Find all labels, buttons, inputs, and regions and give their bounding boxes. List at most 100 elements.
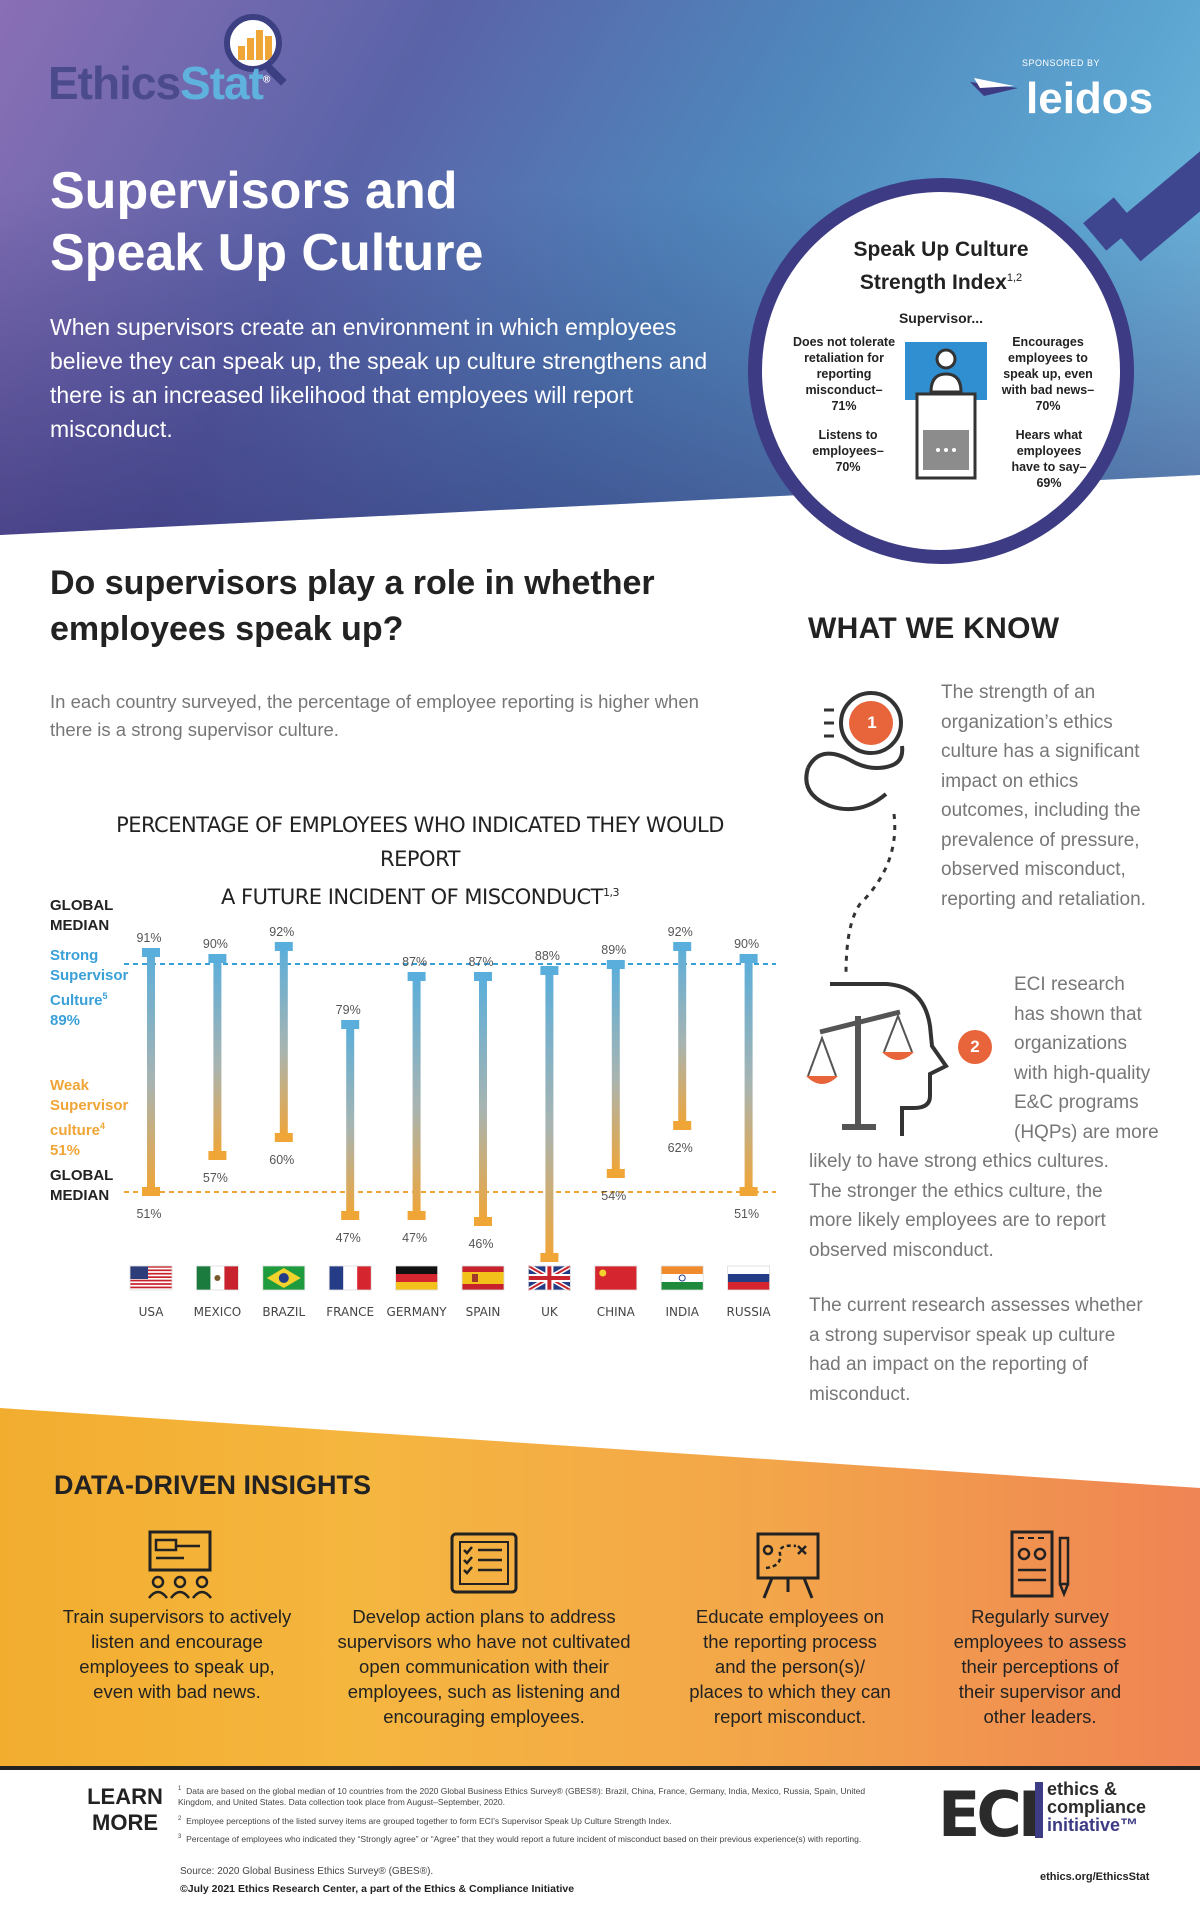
flag-part xyxy=(661,1282,704,1290)
footnote-number: 1 xyxy=(178,1786,182,1792)
wwk-line: had an impact on the reporting of xyxy=(809,1354,1088,1375)
weak-legend-line: Supervisor xyxy=(50,1097,129,1114)
cap-weak-brazil xyxy=(274,1133,293,1142)
insight-line: report misconduct. xyxy=(713,1706,867,1727)
cap-strong-uk xyxy=(540,966,559,975)
flag-part xyxy=(130,1266,148,1279)
cap-strong-germany xyxy=(407,972,426,981)
country-label: GERMANY xyxy=(387,1305,448,1319)
insight-line: Develop action plans to address xyxy=(352,1606,616,1627)
flag-part xyxy=(224,1266,239,1290)
global-median-label-line: GLOBAL xyxy=(50,897,114,914)
flag-part xyxy=(727,1282,770,1290)
range-bar-uk xyxy=(545,970,554,1258)
index-item-line: speak up, even xyxy=(1003,367,1093,381)
index-item-line: employees– xyxy=(812,444,884,458)
footnote-3: 3 Percentage of employees who indicated … xyxy=(178,1832,898,1845)
insights-title: DATA-DRIVEN INSIGHTS xyxy=(54,1470,371,1500)
range-bar-brazil xyxy=(279,946,288,1138)
country-label: SPAIN xyxy=(466,1305,501,1319)
flag-part xyxy=(660,1265,704,1291)
index-item-line: retaliation for xyxy=(804,351,884,365)
flag-part xyxy=(395,1274,438,1282)
insight-line: their perceptions of xyxy=(961,1656,1119,1677)
value-label-strong: 79% xyxy=(336,1003,361,1017)
learn-more-line: MORE xyxy=(92,1810,158,1835)
value-label-strong: 90% xyxy=(203,937,228,951)
range-bar-china xyxy=(611,964,620,1174)
wwk-line: impact on ethics xyxy=(941,770,1079,792)
flag-part xyxy=(727,1265,770,1291)
flag-part xyxy=(214,1275,221,1281)
weak-legend-line: Weak xyxy=(50,1077,89,1094)
wwk-line: (HQPs) are more xyxy=(1014,1121,1159,1143)
wwk-line: observed misconduct, xyxy=(941,859,1126,880)
cap-strong-spain xyxy=(474,972,492,981)
country-label: USA xyxy=(139,1305,165,1319)
flag-part xyxy=(678,1274,686,1282)
wwk-line: The current research assesses whether xyxy=(809,1295,1143,1316)
wwk-line: observed misconduct. xyxy=(809,1239,994,1261)
insight-4-text: Regularly survey employees to assess the… xyxy=(905,1604,1175,1729)
flag-part xyxy=(472,1274,478,1282)
strong-legend-sup: 5 xyxy=(102,991,108,1001)
index-title-sup: 1,2 xyxy=(1006,272,1023,284)
cap-strong-brazil xyxy=(274,942,293,951)
chart-intro: In each country surveyed, the percentage… xyxy=(50,691,699,740)
cap-strong-france xyxy=(341,1020,360,1029)
wwk-line: organization’s ethics xyxy=(941,711,1113,733)
chart-plot: 91% 51% USA 90% 57% MEXICO 92% 60% BRAZIL 79% 47% F… xyxy=(124,925,776,1319)
flag-part xyxy=(328,1265,372,1291)
chart-title: PERCENTAGE OF EMPLOYEES WHO INDICATED TH… xyxy=(90,808,750,914)
flag-part xyxy=(130,1283,172,1285)
value-label-weak: 46% xyxy=(468,1237,493,1251)
eci-name-line: initiative™ xyxy=(1047,1815,1139,1835)
cap-weak-usa xyxy=(142,1187,160,1196)
global-median-label-line: MEDIAN xyxy=(50,917,110,934)
index-item-hears: Hears what employees have to say– 69% xyxy=(994,427,1104,491)
easel-plan-icon xyxy=(756,1532,820,1599)
value-label-strong: 92% xyxy=(269,925,294,939)
tablet-checklist-icon xyxy=(450,1532,518,1594)
country-label: MEXICO xyxy=(194,1305,242,1319)
cap-weak-france xyxy=(341,1211,360,1220)
eci-logo-name: ethics & compliance initiative™ xyxy=(1047,1780,1146,1834)
strong-legend-line: Strong xyxy=(50,947,99,964)
eci-website-link[interactable]: ethics.org/EthicsStat xyxy=(1040,1871,1150,1883)
value-label-strong: 88% xyxy=(535,949,560,963)
footnote-2: 2 Employee perceptions of the listed sur… xyxy=(178,1814,898,1827)
scales-head-icon xyxy=(806,982,949,1136)
range-bar-spain xyxy=(479,976,487,1222)
magnifier-chart-icon xyxy=(224,14,282,72)
value-label-strong: 87% xyxy=(468,955,493,969)
wwk-line: culture has a significant xyxy=(941,741,1140,762)
flag-part xyxy=(462,1272,504,1284)
wwk-line: more likely employees are to report xyxy=(809,1210,1106,1231)
flag-part xyxy=(195,1265,239,1291)
survey-clipboard-icon xyxy=(1010,1530,1070,1598)
value-label-strong: 89% xyxy=(601,943,626,957)
cap-strong-mexico xyxy=(208,954,227,963)
leidos-swoosh-icon xyxy=(970,78,1018,96)
value-label-weak: 62% xyxy=(668,1141,693,1155)
country-label: INDIA xyxy=(665,1305,699,1319)
range-bar-germany xyxy=(412,976,421,1216)
badge-1: 1 xyxy=(856,707,888,739)
footnote-number: 3 xyxy=(178,1834,182,1840)
strong-culture-legend: Strong Supervisor Culture5 89% xyxy=(50,946,128,1031)
strong-legend-value: 89% xyxy=(50,1012,81,1029)
index-item-line: Listens to xyxy=(818,428,878,442)
supervisor-podium-icon xyxy=(905,342,987,480)
index-item-line: Encourages xyxy=(1012,335,1084,349)
what-we-know-title: WHAT WE KNOW xyxy=(808,612,1060,645)
country-label: CHINA xyxy=(597,1305,636,1319)
value-label-weak: 47% xyxy=(402,1231,427,1245)
index-item-retaliation: Does not tolerate retaliation for report… xyxy=(780,334,908,414)
eci-logo-bar xyxy=(1035,1782,1043,1838)
insight-3-text: Educate employees on the reporting proce… xyxy=(655,1604,925,1729)
hero-intro: When supervisors create an environment i… xyxy=(50,314,708,442)
speak-up-index-circle: Speak Up Culture Strength Index1,2 Super… xyxy=(748,178,1134,564)
index-title-line-2: Strength Index xyxy=(859,271,1007,294)
value-label-strong: 91% xyxy=(136,931,161,945)
insight-line: and the person(s)/ xyxy=(714,1656,866,1677)
